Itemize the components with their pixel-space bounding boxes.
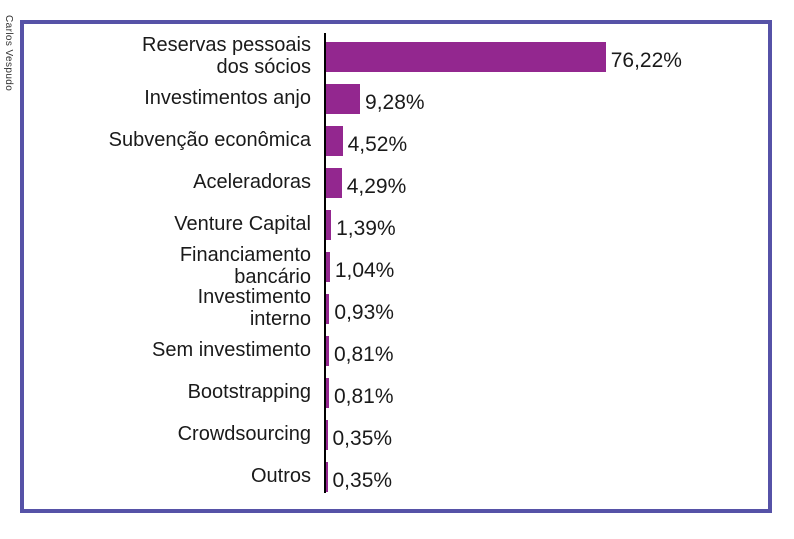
value-label: 9,28% — [365, 91, 425, 114]
chart-row: Crowdsourcing 0,35% — [24, 414, 768, 456]
category-label: Investimentos anjo — [144, 87, 311, 110]
category-label: Crowdsourcing — [177, 423, 311, 446]
category-label: Venture Capital — [174, 213, 311, 236]
value-label: 4,29% — [346, 175, 407, 198]
value-label: 0,35% — [332, 427, 393, 450]
bar-area: 0,81% — [324, 330, 768, 372]
chart-row: Aceleradoras 4,29% — [24, 162, 768, 204]
bar — [326, 126, 343, 156]
chart-row: Venture Capital 1,39% — [24, 204, 768, 246]
value-label: 1,39% — [336, 217, 396, 240]
category-label: Reservas pessoais dos sócios — [142, 34, 311, 78]
bar-area: 76,22% — [324, 36, 768, 78]
bar — [326, 420, 328, 450]
chart-row: Subvenção econômica 4,52% — [24, 120, 768, 162]
bar-area: 0,93% — [324, 288, 768, 330]
value-label: 4,52% — [347, 133, 408, 156]
category-label: Outros — [250, 465, 311, 488]
chart-row: Outros 0,35% — [24, 456, 768, 498]
bar — [326, 294, 330, 324]
chart-frame: Reservas pessoais dos sócios 76,22% Invest… — [20, 20, 772, 513]
category-label: Sem investimento — [152, 339, 311, 362]
bar-area: 0,81% — [324, 372, 768, 414]
bar-chart: Reservas pessoais dos sócios 76,22% Invest… — [24, 34, 768, 498]
category-label: Subvenção econômica — [108, 129, 311, 152]
category-label: Bootstrapping — [187, 381, 311, 404]
chart-row: Investimentos anjo 9,28% — [24, 78, 768, 120]
bar — [326, 462, 328, 492]
value-label: 0,81% — [333, 385, 394, 408]
bar-area: 9,28% — [324, 78, 768, 120]
bar — [326, 252, 330, 282]
value-label: 76,22% — [610, 49, 682, 72]
category-label: Financiamento bancário — [179, 244, 311, 288]
value-label: 1,04% — [334, 259, 395, 282]
bar — [326, 42, 606, 72]
chart-row: Bootstrapping 0,81% — [24, 372, 768, 414]
bar-area: 0,35% — [324, 414, 768, 456]
bar — [326, 168, 342, 198]
bar — [326, 210, 332, 240]
bar — [326, 378, 329, 408]
bar-area: 0,35% — [324, 456, 768, 498]
category-label: Investimento interno — [197, 286, 311, 330]
category-label: Aceleradoras — [193, 171, 311, 194]
chart-row: Sem investimento 0,81% — [24, 330, 768, 372]
credit-byline: Carlos Vespudo — [3, 15, 14, 92]
bar-area: 4,29% — [324, 162, 768, 204]
value-label: 0,93% — [334, 301, 394, 324]
bar-area: 1,39% — [324, 204, 768, 246]
bar-area: 4,52% — [324, 120, 768, 162]
bar — [326, 84, 361, 114]
chart-row: Investimento interno 0,93% — [24, 286, 768, 330]
bar — [326, 336, 329, 366]
value-label: 0,81% — [333, 343, 394, 366]
bar-area: 1,04% — [324, 246, 768, 288]
chart-row: Reservas pessoais dos sócios 76,22% — [24, 34, 768, 78]
value-label: 0,35% — [332, 469, 393, 492]
chart-row: Financiamento bancário 1,04% — [24, 244, 768, 288]
y-axis-line — [324, 33, 326, 493]
